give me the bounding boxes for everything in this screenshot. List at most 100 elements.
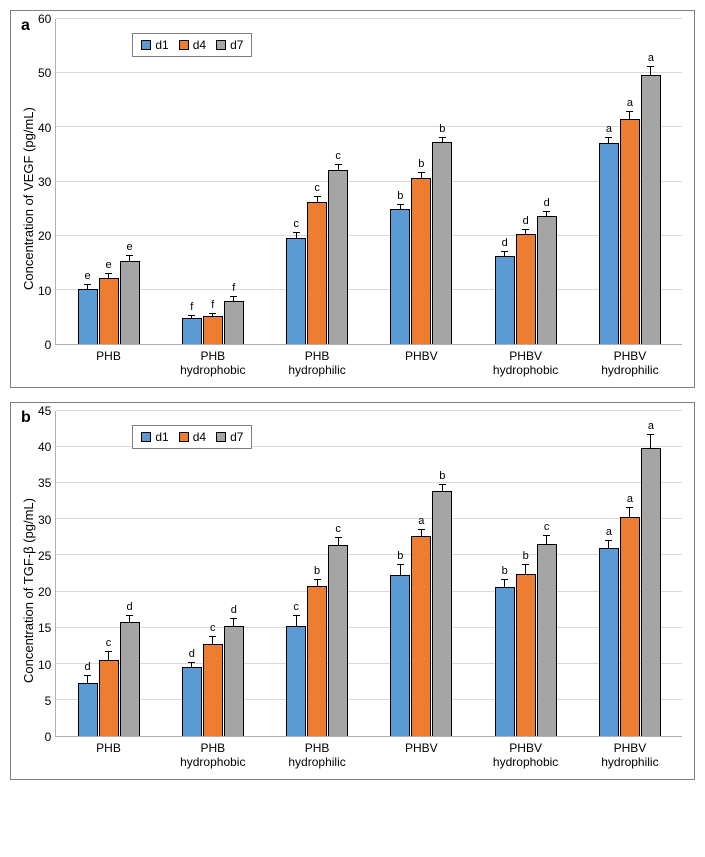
bar-group: a a a	[578, 19, 682, 344]
bar: c	[307, 183, 327, 344]
bar: c	[328, 151, 348, 344]
error-bar	[546, 211, 547, 216]
legend-label: d1	[155, 38, 168, 52]
significance-label: a	[606, 124, 612, 135]
bar-rect	[641, 448, 661, 736]
bar: f	[182, 302, 202, 344]
bar: b	[390, 551, 410, 736]
bar: d	[78, 662, 98, 736]
legend-label: d7	[230, 430, 243, 444]
error-bar	[129, 255, 130, 260]
significance-label: c	[293, 219, 299, 230]
error-bar	[317, 196, 318, 203]
significance-label: d	[523, 216, 529, 227]
y-axis: 6050403020100	[38, 19, 55, 379]
bar-rect	[78, 683, 98, 736]
y-axis: 454035302520151050	[38, 411, 55, 771]
x-axis-labels: PHBPHB hydrophobicPHB hydrophilicPHBVPHB…	[56, 350, 682, 378]
y-axis-label: Concentration of VEGF (pg/mL)	[19, 19, 38, 379]
bar-rect	[224, 626, 244, 737]
error-bar	[504, 579, 505, 587]
legend-item-d4: d4	[179, 38, 206, 52]
error-bar	[296, 615, 297, 627]
bar: b	[307, 566, 327, 736]
x-tick-label: PHBV	[369, 350, 473, 378]
bar-groups: eeefffcccbbbdddaaa	[56, 19, 682, 344]
bar: d	[120, 602, 140, 736]
significance-label: a	[627, 98, 633, 109]
bar: b	[516, 551, 536, 736]
error-bar	[608, 540, 609, 547]
significance-label: a	[648, 53, 654, 64]
swatch-icon	[216, 432, 226, 442]
swatch-icon	[179, 432, 189, 442]
bar-rect	[328, 170, 348, 344]
chart-panel-b: bConcentration of TGF-β (pg/mL)454035302…	[10, 402, 695, 780]
significance-label: b	[439, 471, 445, 482]
error-bar	[108, 273, 109, 278]
bar-group: eee	[56, 19, 160, 344]
bar: d	[537, 198, 557, 344]
bar-rect	[307, 586, 327, 736]
bar: d	[182, 649, 202, 736]
legend: d1d4d7	[132, 425, 252, 449]
legend-item-d1: d1	[141, 38, 168, 52]
legend-item-d7: d7	[216, 430, 243, 444]
legend-label: d4	[193, 38, 206, 52]
error-bar	[421, 529, 422, 536]
error-bar	[338, 164, 339, 169]
significance-label: e	[84, 271, 90, 282]
bar-rect	[641, 75, 661, 344]
bar-groups: dcddcdcbcbabbbcaaa	[56, 411, 682, 736]
bar: e	[120, 242, 140, 344]
significance-label: b	[397, 551, 403, 562]
bar: f	[224, 283, 244, 344]
significance-label: c	[544, 522, 550, 533]
error-bar	[129, 615, 130, 622]
x-tick-label: PHB hydrophilic	[265, 350, 369, 378]
error-bar	[650, 434, 651, 448]
bar: c	[203, 623, 223, 736]
x-tick-label: PHBV hydrophobic	[473, 742, 577, 770]
bar: b	[432, 124, 452, 344]
chart-area: Concentration of VEGF (pg/mL)60504030201…	[19, 19, 682, 379]
bar: c	[286, 219, 306, 344]
bar-group: fff	[161, 19, 265, 344]
significance-label: f	[232, 283, 235, 294]
x-tick-label: PHB hydrophilic	[265, 742, 369, 770]
bar-group: dcd	[161, 411, 265, 736]
bar: d	[516, 216, 536, 344]
x-axis-labels: PHBPHB hydrophobicPHB hydrophilicPHBVPHB…	[56, 742, 682, 770]
x-tick-label: PHB hydrophobic	[161, 350, 265, 378]
error-bar	[504, 251, 505, 256]
significance-label: b	[314, 566, 320, 577]
bar-rect	[390, 209, 410, 344]
bar: a	[599, 124, 619, 344]
swatch-icon	[141, 432, 151, 442]
chart-area: Concentration of TGF-β (pg/mL)4540353025…	[19, 411, 682, 771]
bar: f	[203, 300, 223, 344]
bar: c	[99, 638, 119, 736]
bar-rect	[78, 289, 98, 344]
bar-rect	[328, 545, 348, 736]
error-bar	[400, 564, 401, 575]
swatch-icon	[141, 40, 151, 50]
x-tick-label: PHBV hydrophilic	[578, 742, 682, 770]
bar-rect	[432, 491, 452, 736]
significance-label: d	[231, 605, 237, 616]
significance-label: b	[418, 159, 424, 170]
bar-group: bab	[369, 411, 473, 736]
error-bar	[296, 232, 297, 237]
bar-rect	[203, 644, 223, 736]
legend-label: d4	[193, 430, 206, 444]
significance-label: b	[523, 551, 529, 562]
legend: d1d4d7	[132, 33, 252, 57]
x-tick-label: PHB hydrophobic	[161, 742, 265, 770]
error-bar	[442, 137, 443, 142]
bar: c	[328, 524, 348, 736]
error-bar	[442, 484, 443, 491]
bar: b	[390, 191, 410, 344]
bar: d	[495, 238, 515, 344]
error-bar	[629, 507, 630, 517]
significance-label: c	[314, 183, 320, 194]
